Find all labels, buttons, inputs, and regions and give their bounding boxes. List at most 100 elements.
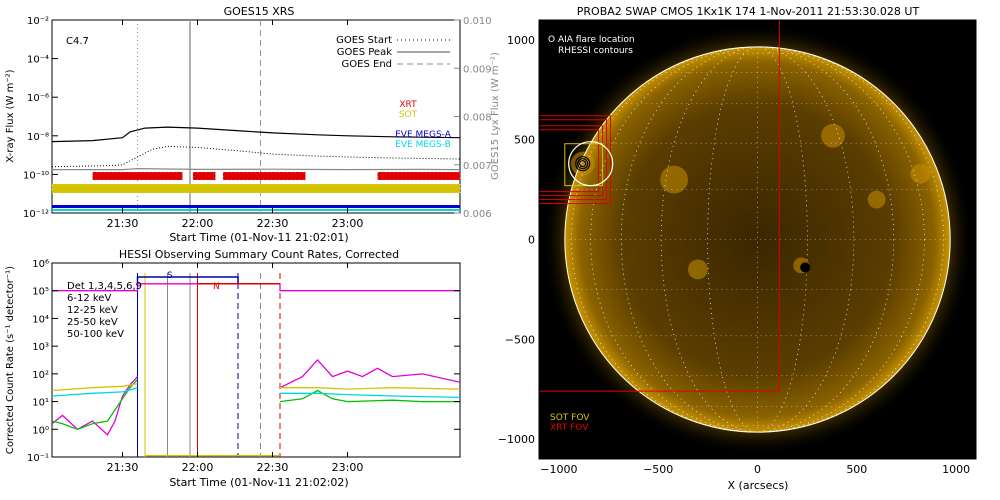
hessi-marks: 21:30 22:00 22:30 23:00 10⁻¹ 10⁰ 10¹ 10² 10³ 10⁴ 1… <box>27 259 461 474</box>
goes-title: GOES15 XRS <box>224 5 295 18</box>
solar-xtick-label-1: −500 <box>643 463 673 476</box>
coverage-bar-0-1 <box>193 172 216 180</box>
hessi-title: HESSI Observing Summary Count Rates, Cor… <box>119 248 399 261</box>
solar-xtick-label-0: −1000 <box>540 463 577 476</box>
goes-coverage-labels: XRT SOT EVE MEGS-A EVE MEGS-B <box>395 100 452 150</box>
solar-title: PROBA2 SWAP CMOS 1Kx1K 174 1-Nov-2011 21… <box>577 5 920 18</box>
hessi-ytick-label-0: 10⁻¹ <box>27 453 49 464</box>
label-eve-megs-b: EVE MEGS-B <box>395 140 451 150</box>
coverage-bar-0-2 <box>223 172 306 180</box>
solar-ytick-label-4: 1000 <box>507 34 535 47</box>
solar-active-region-6 <box>910 163 931 184</box>
hessi-ytick-label-1: 10⁰ <box>32 425 49 436</box>
solar-ytick-label-1: −500 <box>505 333 535 346</box>
goes-ytick-label-5: 10⁻² <box>27 16 49 27</box>
rhessi-contour-2 <box>579 160 587 168</box>
goes-ytick-label-2: 10⁻⁸ <box>27 132 49 143</box>
hessi-series-0-part-1 <box>279 359 461 389</box>
solar-active-region-4 <box>687 259 708 280</box>
legend-sot-fov: SOT FOV <box>550 413 590 423</box>
coverage-bar-texture-0-1 <box>192 171 216 181</box>
hessi-ytick-label-3: 10² <box>32 370 49 381</box>
coverage-bar-texture-0-3 <box>377 171 461 181</box>
goes-series-0 <box>51 126 461 143</box>
hessi-series-1-part-0 <box>51 378 138 430</box>
legend-aia-flare: O AIA flare location <box>548 35 635 45</box>
goes-y2label: GOES15 Lyx Flux (W m⁻²) <box>490 52 501 180</box>
label-eve-megs-a: EVE MEGS-A <box>395 130 452 140</box>
solar-active-region-3 <box>821 123 845 148</box>
hessi-series-3-part-0 <box>51 382 138 392</box>
coverage-bar-texture-0-2 <box>222 171 306 181</box>
goes-y2tick-label-4: 0.010 <box>463 16 492 27</box>
solar-xtick-label-4: 1000 <box>942 463 970 476</box>
hessi-xtick-label-3: 23:00 <box>332 461 364 474</box>
hessi-xlabel: Start Time (01-Nov-11 21:02:02) <box>169 476 348 489</box>
solar-lon-line <box>571 46 944 433</box>
solar-ytick-label-2: 0 <box>528 234 535 247</box>
goes-xtick-label-1: 22:00 <box>182 217 214 230</box>
goes-class-annotation: C4.7 <box>66 36 89 47</box>
solar-lon-line <box>660 46 855 433</box>
hessi-ytick-label-7: 10⁶ <box>32 259 49 270</box>
solar-xlabel: X (arcsecs) <box>728 479 789 492</box>
coverage-bar-1-0 <box>52 184 460 193</box>
goes-ytick-label-3: 10⁻⁶ <box>27 93 49 104</box>
label-sot: SOT <box>399 110 418 120</box>
legend-goes-peak: GOES Peak <box>337 47 392 58</box>
goes-ytick-label-0: 10⁻¹² <box>23 209 49 220</box>
solar-active-region-5 <box>867 190 886 209</box>
legend-xrt-fov: XRT FOV <box>550 423 589 433</box>
coverage-bar-0-0 <box>92 172 183 180</box>
solar-ytick-label-3: 500 <box>514 134 535 147</box>
goes-xtick-label-2: 22:30 <box>257 217 289 230</box>
goes-ytick-label-4: 10⁻⁴ <box>27 55 49 66</box>
legend-goes-start: GOES Start <box>336 35 392 46</box>
coverage-bar-0-3 <box>377 172 460 180</box>
coverage-bar-3-0 <box>52 209 460 211</box>
aia-flare-circle <box>568 141 614 187</box>
goes-marks: 21:30 22:00 22:30 23:00 10⁻¹² 10⁻¹⁰ 10⁻⁸ 10⁻⁶ 10… <box>23 16 492 230</box>
hessi-ytick-label-4: 10³ <box>32 342 49 353</box>
hessi-ylabel: Corrected Count Rate (s⁻¹ detector⁻¹) <box>5 266 16 454</box>
solar-active-region-1 <box>660 165 688 194</box>
solar-axes: −1000 −500 0 500 1000 −1000 −500 0 500 1000 <box>498 34 970 476</box>
hessi-xtick-label-1: 22:00 <box>182 461 214 474</box>
goes-xlabel: Start Time (01-Nov-11 21:02:01) <box>169 231 348 244</box>
goes-y2tick-label-1: 0.007 <box>463 161 492 172</box>
hessi-series-0-part-0 <box>51 376 138 436</box>
solar-limb <box>564 46 951 433</box>
hessi-plot-frame <box>51 262 461 458</box>
goes-ylabel: X-ray Flux (W m⁻²) <box>5 69 16 162</box>
legend-6-12kev: 6-12 keV <box>67 293 111 304</box>
solar-disk <box>564 46 951 433</box>
legend-rhessi-contours: RHESSI contours <box>558 46 633 56</box>
label-xrt: XRT <box>399 100 417 110</box>
solar-ytick-label-0: −1000 <box>498 433 535 446</box>
legend-50-100kev: 50-100 keV <box>67 329 124 340</box>
goes-y2tick-label-2: 0.008 <box>463 113 492 124</box>
hessi-s-bracket <box>136 276 239 284</box>
hessi-xtick-label-2: 22:30 <box>257 461 289 474</box>
goes-xtick-label-3: 23:00 <box>332 217 364 230</box>
goes-y2tick-label-3: 0.009 <box>463 64 492 75</box>
solar-xtick-label-2: 0 <box>754 463 761 476</box>
hessi-series-2-part-1 <box>280 392 461 399</box>
hessi-legend: Det 1,3,4,5,6,9 6-12 keV 12-25 keV 25-50… <box>67 281 142 340</box>
hessi-series-1-part-1 <box>279 389 460 403</box>
legend-25-50kev: 25-50 keV <box>67 317 118 328</box>
goes-panel: GOES15 XRS 21:30 22:00 22:30 23:00 10⁻¹² 10⁻¹… <box>5 5 501 244</box>
hessi-xtick-label-0: 21:30 <box>107 461 139 474</box>
coverage-bar-2-0 <box>52 205 460 208</box>
sot-fov <box>564 143 604 187</box>
goes-legend: GOES Start GOES Peak GOES End <box>336 35 450 70</box>
hessi-series-2-part-0 <box>51 387 138 397</box>
solar-lon-line <box>590 46 925 433</box>
goes-y2tick-label-0: 0.006 <box>463 209 492 220</box>
hessi-ytick-label-2: 10¹ <box>32 398 49 409</box>
rhessi-contour-1 <box>577 158 589 170</box>
hessi-ytick-label-6: 10⁵ <box>32 287 49 298</box>
solar-disk-layer <box>538 19 974 456</box>
legend-detectors: Det 1,3,4,5,6,9 <box>67 281 142 292</box>
